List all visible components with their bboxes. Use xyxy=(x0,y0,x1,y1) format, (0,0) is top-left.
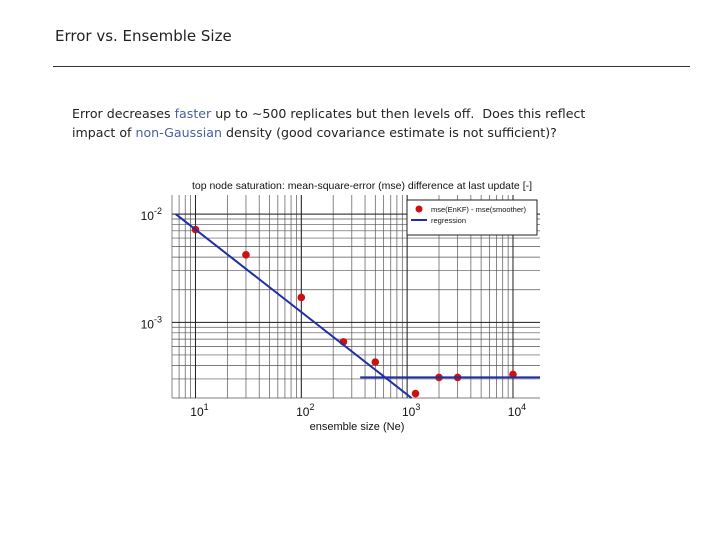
body-text: up to ∼500 replicates but then levels of… xyxy=(211,106,586,121)
data-point xyxy=(242,251,250,259)
tick-label: 104 xyxy=(508,402,526,419)
title-rule xyxy=(53,66,690,67)
tick-exponent: -2 xyxy=(154,206,162,216)
data-point xyxy=(509,370,517,379)
tick-label: 102 xyxy=(296,402,314,419)
legend-label: regression xyxy=(431,216,466,225)
legend-box xyxy=(406,199,538,236)
tick-label: 101 xyxy=(190,402,208,419)
slide-title: Error vs. Ensemble Size xyxy=(55,27,232,45)
x-axis-label: ensemble size (Ne) xyxy=(310,421,405,433)
tick-base: 10 xyxy=(141,317,155,331)
tick-base: 10 xyxy=(296,405,310,419)
tick-base: 10 xyxy=(508,405,522,419)
tick-exponent: -3 xyxy=(154,314,162,324)
tick-base: 10 xyxy=(402,405,416,419)
body-text: density (good covariance estimate is not… xyxy=(221,125,557,140)
body-text: faster xyxy=(174,106,212,121)
tick-exponent: 2 xyxy=(309,402,314,412)
regression-line xyxy=(175,213,540,399)
legend-label: mse(EnKF) - mse(smoother) xyxy=(431,205,527,214)
data-point xyxy=(297,293,306,302)
tick-label: 10-3 xyxy=(141,314,162,331)
tick-exponent: 1 xyxy=(204,402,209,412)
data-point xyxy=(371,358,380,366)
tick-exponent: 3 xyxy=(415,402,420,412)
tick-exponent: 4 xyxy=(521,402,526,412)
body-line: impact of non-Gaussian density (good cov… xyxy=(72,123,585,142)
tick-base: 10 xyxy=(141,209,155,223)
tick-label: 10-2 xyxy=(141,206,162,223)
body-text: non-Gaussian xyxy=(135,125,222,140)
chart-title: top node saturation: mean-square-error (… xyxy=(192,180,532,192)
tick-label: 103 xyxy=(402,402,420,419)
tick-base: 10 xyxy=(190,405,204,419)
slide-body: Error decreases faster up to ∼500 replic… xyxy=(72,104,585,142)
data-point xyxy=(411,389,420,398)
body-text: Error decreases xyxy=(72,106,175,121)
body-text: impact of xyxy=(72,125,136,140)
body-line: Error decreases faster up to ∼500 replic… xyxy=(72,104,585,123)
legend-marker xyxy=(415,205,423,213)
